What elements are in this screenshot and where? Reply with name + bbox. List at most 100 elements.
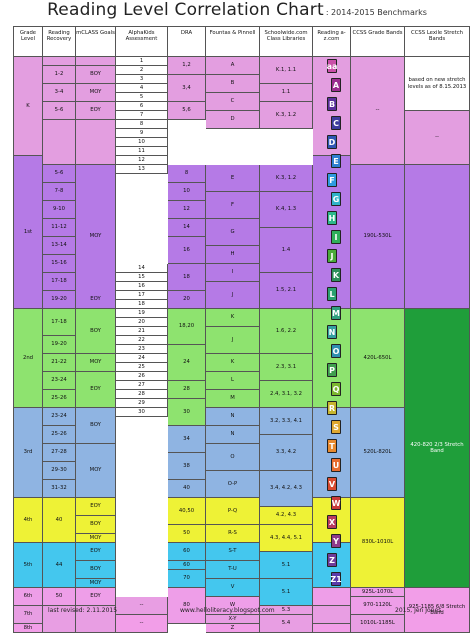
alphakids-15: 16 [116, 282, 168, 291]
alphakids-0: 1 [116, 57, 168, 66]
mclass-empty-0 [76, 57, 116, 66]
alphakids-3: 4 [116, 84, 168, 93]
fp-4: E [206, 165, 260, 192]
reading-recovery-11: 17-18 [43, 309, 76, 336]
reading-recovery-10: 19-20 [43, 291, 76, 309]
raz-level-tile: Q [331, 382, 341, 396]
alphakids-1: 2 [116, 66, 168, 75]
fp-12: K [206, 354, 260, 372]
raz-level-tile: N [327, 325, 337, 339]
reading-recovery-21: 40 [43, 498, 76, 543]
dra-6: 14 [168, 219, 206, 237]
raz-level-tile: A [331, 78, 341, 92]
schoolwide-7: 1.6, 2.2 [260, 309, 313, 354]
fp-5: F [206, 192, 260, 219]
reading-recovery-empty-1 [43, 120, 76, 165]
raz-level-tile: O [331, 344, 341, 358]
fp-15: N [206, 408, 260, 426]
reading-recovery-12: 19-20 [43, 336, 76, 354]
raz-level-tile: J [327, 249, 337, 263]
raz-level-tile: S [331, 420, 341, 434]
reading-recovery-14: 23-24 [43, 372, 76, 390]
fp-18: O-P [206, 471, 260, 498]
mclass-12: MOY [76, 534, 116, 543]
reading-recovery-9: 17-18 [43, 273, 76, 291]
chart-title-sub: : 2014-2015 Benchmarks [325, 8, 427, 17]
raz-level-tile: R [327, 401, 337, 415]
schoolwide-17: 5.3 [260, 606, 313, 615]
alphakids-29: 30 [116, 408, 168, 417]
mclass-16: EOY [76, 588, 116, 606]
reading-recovery-16: 23-24 [43, 408, 76, 426]
grade-level-2: 2nd [13, 309, 43, 408]
fp-20: R-S [206, 525, 260, 543]
reading-recovery-2: 5-6 [43, 102, 76, 120]
alphakids-19: 20 [116, 318, 168, 327]
alphakids-21: 22 [116, 336, 168, 345]
header-0: Grade Level [13, 26, 43, 57]
schoolwide-6: 1.5, 2.1 [260, 273, 313, 309]
raz-level-tile: G [331, 192, 341, 206]
alphakids-14: 15 [116, 273, 168, 282]
dra-10: 18,20 [168, 309, 206, 345]
dra-0: 1,2 [168, 57, 206, 75]
grade-level-5: 5th [13, 543, 43, 588]
fp-8: I [206, 264, 260, 282]
stretch-band-23: 420-820 2/3 Stretch Band [405, 309, 470, 588]
raz-level-tile: aa [327, 59, 337, 73]
schoolwide-2: K.3, 1.2 [260, 102, 313, 129]
alphakids-2: 3 [116, 75, 168, 84]
grade-band-6: 970-1120L [351, 597, 405, 615]
header-6: Schoolwide.com Class Libraries [260, 26, 313, 57]
alphakids-7: 8 [116, 120, 168, 129]
grade-level-1: 1st [13, 156, 43, 309]
reading-recovery-7: 13-14 [43, 237, 76, 255]
schoolwide-11: 3.3, 4.2 [260, 435, 313, 471]
alphakids-5: 6 [116, 102, 168, 111]
fp-1: B [206, 75, 260, 93]
alphakids-25: 26 [116, 372, 168, 381]
schoolwide-13: 4.2, 4.3 [260, 507, 313, 525]
reading-recovery-20: 31-32 [43, 480, 76, 498]
raz-level-tile: T [327, 439, 337, 453]
schoolwide-15: 5.1 [260, 552, 313, 579]
dra-3: 8 [168, 165, 206, 183]
schoolwide-1: 1.1 [260, 84, 313, 102]
header-7: Reading a-z.com [313, 26, 351, 57]
dra-21: 70 [168, 570, 206, 588]
raz-bg-6 [313, 588, 351, 606]
raz-level-tile: B [327, 97, 337, 111]
raz-level-tile: M [331, 306, 341, 320]
dra-8: 18 [168, 264, 206, 291]
raz-level-tile: Y [331, 534, 341, 548]
mclass-4: EOY [76, 291, 116, 309]
mclass-1: MOY [76, 84, 116, 102]
header-1: Reading Recovery [43, 26, 76, 57]
raz-level-tile: C [331, 116, 341, 130]
dra-4: 10 [168, 183, 206, 201]
raz-level-tile: D [327, 135, 337, 149]
alphakids-24: 25 [116, 363, 168, 372]
fp-6: G [206, 219, 260, 246]
schoolwide-4: K.4, 1.3 [260, 192, 313, 228]
dra-20: 60 [168, 561, 206, 570]
alphakids-13: 14 [116, 264, 168, 273]
schoolwide-12: 3.4, 4.2, 4.3 [260, 471, 313, 507]
mclass-7: EOY [76, 372, 116, 408]
dra-16: 40 [168, 480, 206, 498]
fp-11: J [206, 327, 260, 354]
header-2: mCLASS Goals [76, 26, 116, 57]
dra-5: 12 [168, 201, 206, 219]
schoolwide-3: K.3, 1.2 [260, 165, 313, 192]
alphakids-26: 27 [116, 381, 168, 390]
grade-level-4: 4th [13, 498, 43, 543]
raz-level-tile: K [331, 268, 341, 282]
mclass-11: BOY [76, 516, 116, 534]
schoolwide-0: K.1, 1.1 [260, 57, 313, 84]
fp-24: W [206, 597, 260, 615]
dra-1: 3,4 [168, 75, 206, 102]
mclass-15: MOY [76, 579, 116, 588]
correlation-table: Grade Level Reading Recovery mCLASS Goals A… [13, 26, 470, 633]
fp-21: S-T [206, 543, 260, 561]
mclass-14: BOY [76, 561, 116, 579]
